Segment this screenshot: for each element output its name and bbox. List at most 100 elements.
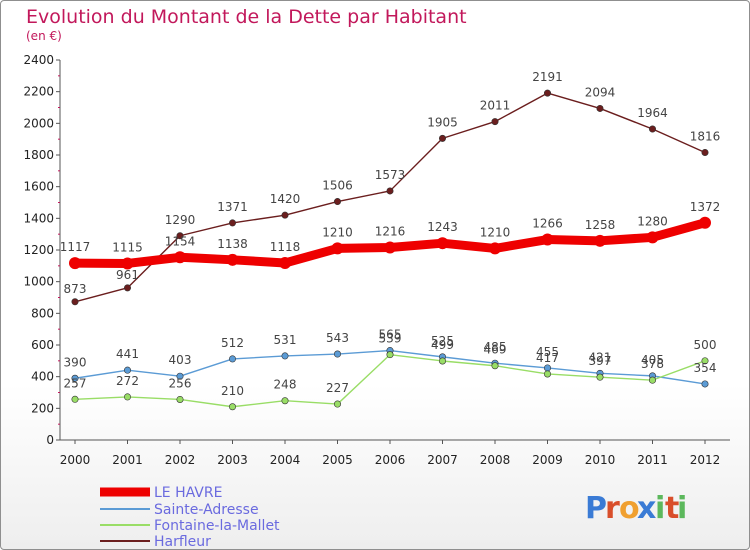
y-tick-label: 400 [31,370,54,384]
data-label: 455 [536,345,559,359]
data-label: 390 [64,355,87,369]
data-label: 1216 [375,224,406,238]
data-label: 1905 [427,115,458,129]
data-point [281,397,289,405]
data-label: 210 [221,384,244,398]
data-point [386,187,394,195]
data-label: 469 [484,343,507,357]
data-point [648,125,656,133]
y-tick-label: 1200 [23,243,54,257]
data-point [174,251,186,264]
data-point [176,232,184,240]
logo-letter: x [637,491,656,526]
data-point [701,380,709,388]
data-label: 2191 [532,70,563,84]
y-tick-label: 0 [46,433,54,447]
data-label: 1154 [165,234,196,248]
data-point [229,219,237,227]
data-label: 1266 [532,217,563,231]
data-label: 531 [274,333,297,347]
logo-letter: i [677,491,687,526]
chart-subtitle: (en €) [26,29,62,43]
logo-letter: r [605,491,620,526]
data-label: 1243 [427,220,458,234]
data-label: 403 [169,353,192,367]
data-label: 543 [326,331,349,345]
data-label: 421 [589,350,612,364]
series-line [74,92,706,303]
legend: LE HAVRESainte-AdresseFontaine-la-Mallet… [100,485,280,550]
x-tick-label: 2002 [165,453,196,467]
data-point [491,362,499,370]
proxiti-logo: Pr oxi ti [585,491,687,526]
y-tick-label: 2200 [23,85,54,99]
data-label: 248 [274,378,297,392]
y-tick-label: 2400 [23,53,54,67]
data-point [541,233,554,246]
data-label: 1138 [217,237,248,251]
data-point [229,403,237,411]
data-label: 485 [484,340,507,354]
x-tick-label: 2008 [480,453,511,467]
data-point [543,89,551,97]
data-point [71,395,79,403]
x-tick-label: 2005 [322,453,353,467]
data-point [701,357,709,365]
y-tick-label: 1600 [23,180,54,194]
data-point [229,355,237,363]
data-point [333,350,341,358]
data-label: 1210 [480,225,511,239]
data-label: 1117 [60,240,91,254]
data-label: 1258 [585,218,616,232]
data-point [176,372,184,380]
y-tick-label: 200 [31,401,54,415]
data-labels: 1117 1115 1154 1138 1118 1210 1216 1243 1210 1266… [60,70,721,398]
data-label: 1290 [165,213,196,227]
data-label: 272 [116,374,139,388]
data-point [331,242,344,255]
data-label: 1118 [270,240,301,254]
data-point [386,351,394,359]
data-point [646,231,659,244]
data-label: 441 [116,347,139,361]
y-tick-label: 2000 [23,116,54,130]
data-point [333,400,341,408]
data-point [594,234,606,247]
y-tick-label: 1400 [23,211,54,225]
data-label: 1573 [375,168,406,182]
logo-letter: P [585,491,607,526]
logo-letter: o [619,491,640,526]
x-tick-label: 2003 [217,453,248,467]
data-point [436,237,449,250]
data-label: 378 [641,357,664,371]
data-point [281,352,289,360]
data-label: 1506 [322,179,353,193]
x-tick-label: 2007 [427,453,458,467]
data-point [699,216,711,229]
data-point [71,298,79,306]
y-tick-label: 1000 [23,275,54,289]
y-tick-label: 800 [31,306,54,320]
data-label: 873 [64,282,87,296]
data-point [491,118,499,126]
x-tick-label: 2011 [637,453,668,467]
series-lines [69,89,711,411]
data-label: 539 [379,332,402,346]
data-point [121,257,134,270]
data-point [384,241,396,254]
data-label: 397 [589,354,612,368]
data-label: 512 [221,336,244,350]
data-point [648,376,656,384]
y-tick-label: 600 [31,338,54,352]
data-point [438,357,446,365]
data-label: 1372 [690,200,721,214]
data-point [71,374,79,382]
x-tick-label: 2010 [585,453,616,467]
data-label: 257 [64,376,87,390]
data-point [489,242,501,255]
data-label: 354 [694,361,717,375]
data-label: 565 [379,328,402,342]
x-tick-label: 2009 [532,453,563,467]
data-point [281,211,289,219]
